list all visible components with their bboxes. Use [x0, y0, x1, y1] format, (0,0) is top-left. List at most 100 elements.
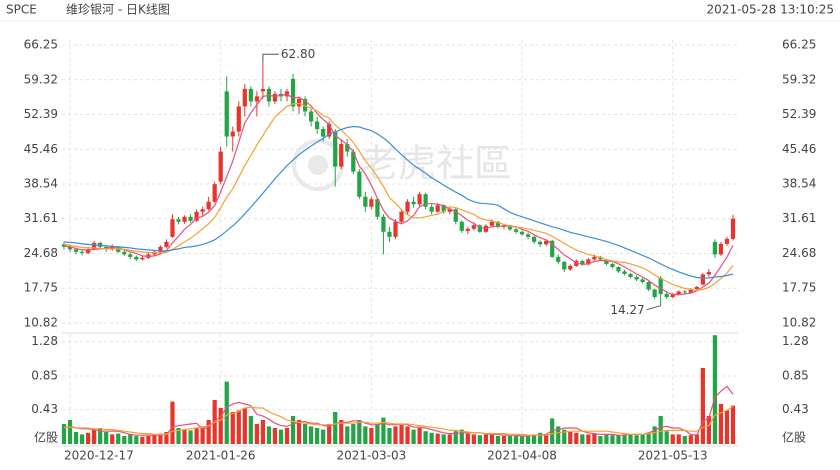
- volume-bar: [375, 424, 380, 444]
- volume-bar: [556, 426, 561, 444]
- volume-bar: [730, 405, 736, 444]
- candle-body: [242, 88, 247, 107]
- y-tick-label-right: 45.46: [782, 142, 816, 156]
- volume-bar: [676, 434, 681, 444]
- volume-bar: [152, 434, 157, 444]
- volume-tick-label: 0.85: [31, 369, 58, 383]
- volume-bar: [272, 428, 278, 444]
- volume-bar: [146, 436, 151, 444]
- candle-body: [333, 131, 338, 167]
- candle-body: [236, 106, 241, 132]
- candle-body: [381, 216, 386, 232]
- min-label: 14.27: [610, 303, 644, 317]
- volume-bar: [176, 428, 181, 444]
- volume-bar: [525, 435, 531, 444]
- candle-body: [507, 225, 513, 230]
- candle-body: [206, 201, 211, 210]
- volume-bar: [254, 424, 259, 444]
- volume-bar: [724, 410, 730, 444]
- candle-body: [495, 221, 501, 227]
- candle-body: [435, 205, 440, 212]
- candle-body: [531, 236, 537, 242]
- candle-body: [387, 231, 392, 237]
- candle-body: [676, 291, 681, 295]
- volume-bar: [218, 408, 223, 444]
- candle-body: [85, 249, 91, 253]
- candle-body: [230, 131, 235, 137]
- volume-bar: [447, 434, 452, 444]
- volume-bar: [658, 416, 663, 444]
- volume-bar: [694, 434, 699, 444]
- candle-body: [471, 225, 476, 229]
- volume-bar: [73, 432, 79, 444]
- candle-body: [218, 151, 223, 182]
- candle-body: [441, 205, 446, 212]
- candle-body: [688, 288, 693, 293]
- candle-body: [616, 266, 621, 272]
- volume-bar: [104, 432, 109, 444]
- candle-body: [290, 78, 296, 107]
- x-tick-label: 2021-04-08: [487, 449, 557, 463]
- volume-bar: [327, 424, 332, 444]
- timestamp: 2021-05-28 13:10:25: [707, 3, 834, 17]
- volume-bar: [357, 420, 362, 444]
- volume-bar: [61, 424, 67, 444]
- y-tick-label: 66.25: [24, 38, 58, 52]
- y-tick-label-right: 38.54: [782, 176, 816, 190]
- candle-body: [176, 219, 181, 222]
- volume-bar: [278, 429, 284, 444]
- volume-bar: [477, 435, 482, 444]
- min-leader: [646, 305, 661, 311]
- candle-body: [544, 240, 549, 245]
- candle-body: [363, 196, 368, 207]
- candle-body: [92, 242, 97, 250]
- symbol: SPCE: [6, 3, 37, 17]
- candle-body: [640, 279, 645, 282]
- y-tick-label: 59.32: [24, 72, 58, 86]
- volume-bar: [110, 434, 115, 444]
- volume-tick-label-right: 0.85: [782, 369, 809, 383]
- candle-body: [604, 259, 609, 264]
- candle-body: [212, 184, 217, 202]
- volume-bar: [417, 428, 422, 444]
- volume-bar: [441, 434, 446, 444]
- volume-bar: [92, 429, 97, 444]
- volume-bar: [200, 426, 205, 444]
- candle-body: [513, 229, 519, 232]
- candle-body: [664, 294, 669, 298]
- candle-body: [417, 194, 422, 205]
- candle-body: [339, 144, 344, 167]
- volume-bar: [562, 429, 567, 444]
- volume-bar: [604, 434, 609, 444]
- volume-bar: [700, 368, 705, 444]
- candle-body: [61, 244, 67, 247]
- candle-body: [556, 256, 561, 262]
- volume-bar: [718, 404, 724, 444]
- volume-bar: [513, 436, 519, 444]
- candle-body: [586, 259, 591, 265]
- candle-body: [315, 121, 320, 130]
- candle-body: [375, 199, 380, 217]
- y-tick-label-right: 17.75: [782, 281, 816, 295]
- candle-body: [393, 221, 398, 237]
- candle-body: [712, 241, 718, 255]
- volume-bar: [363, 426, 368, 444]
- volume-bar: [610, 435, 615, 444]
- candle-body: [550, 240, 555, 257]
- volume-bar: [236, 410, 241, 444]
- candle-body: [628, 273, 633, 277]
- volume-bar: [393, 426, 398, 444]
- volume-bar: [429, 432, 434, 444]
- y-tick-label: 38.54: [24, 176, 58, 190]
- candle-body: [134, 256, 139, 260]
- candle-body: [562, 261, 567, 270]
- candle-body: [321, 129, 326, 137]
- candle-body: [224, 91, 229, 137]
- candle-body: [272, 93, 278, 102]
- candle-body: [248, 88, 253, 102]
- volume-bar: [531, 434, 537, 444]
- volume-bar: [501, 436, 507, 444]
- candle-body: [700, 274, 705, 285]
